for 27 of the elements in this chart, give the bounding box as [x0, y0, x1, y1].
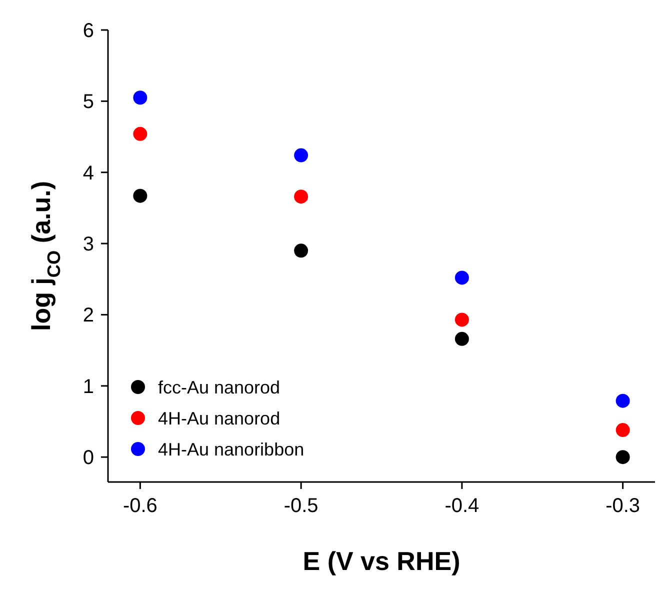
legend-label: 4H-Au nanorod [158, 408, 280, 428]
x-tick-label: -0.5 [284, 495, 318, 517]
x-tick-label: -0.4 [444, 495, 480, 517]
y-tick-label: 3 [82, 234, 94, 256]
legend-label: fcc-Au nanorod [158, 377, 280, 398]
point [616, 450, 630, 464]
point [294, 190, 308, 204]
x-axis-title: E (V vs RHE) [302, 546, 460, 576]
point [454, 332, 469, 346]
y-tick-label: 6 [82, 20, 94, 42]
point [454, 270, 469, 285]
y-tick-label: 4 [82, 162, 94, 184]
legend-label: 4H-Au nanoribbon [158, 439, 304, 460]
y-tick-label: 5 [82, 91, 94, 114]
point [133, 90, 148, 105]
point [133, 188, 148, 203]
point [616, 394, 630, 408]
point [294, 244, 308, 258]
point [133, 126, 148, 141]
point [454, 312, 469, 327]
x-tick-label: -0.3 [606, 495, 640, 517]
y-tick-label: 1 [82, 376, 94, 398]
point [294, 148, 308, 162]
y-tick-label: 0 [82, 447, 94, 470]
y-tick-label: 2 [82, 304, 94, 327]
point [616, 423, 630, 438]
x-tick-label: -0.6 [122, 495, 158, 517]
